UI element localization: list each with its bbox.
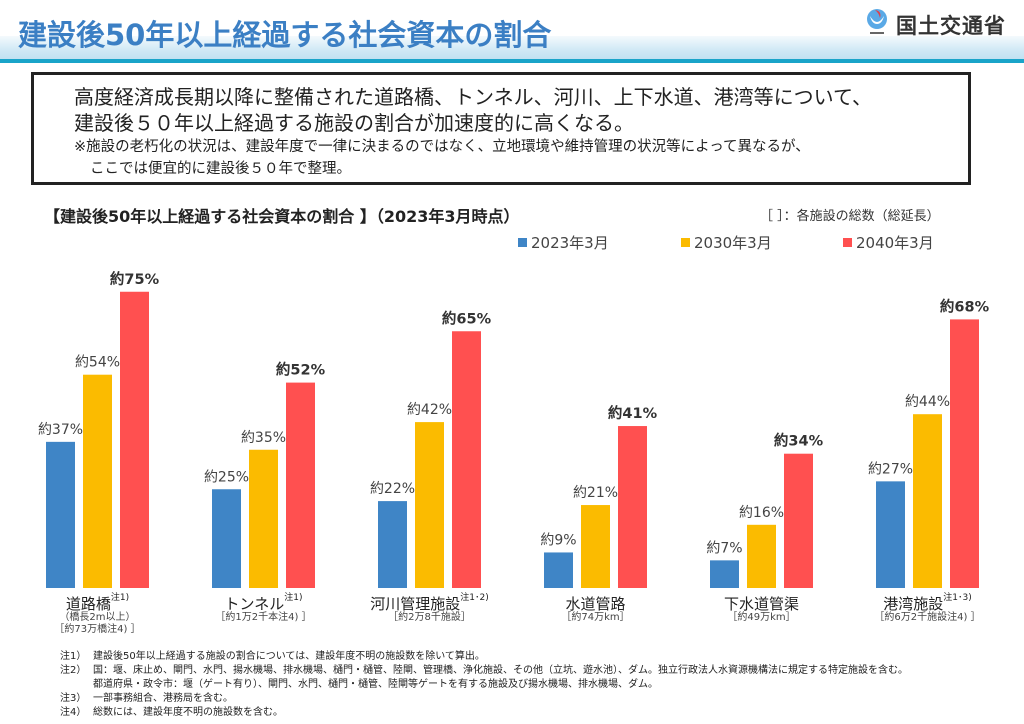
category-sublabel: ［約74万km］ [561,612,630,623]
page-title: 建設後50年以上経過する社会資本の割合 [18,18,552,52]
data-label: 約68% [940,297,990,315]
data-label: 約42% [407,402,452,418]
mlit-logo-icon [867,9,887,34]
bar-4-2030年3月 [581,505,610,588]
summary-note-1: ※施設の老朽化の状況は、建設年度で一律に決まるのではなく、立地環境や維持管理の状… [74,139,810,155]
bar-3-2023年3月 [378,501,407,588]
legend-label-2040: 2040年3月 [856,234,934,252]
data-label: 約9% [540,532,576,548]
bar-1-2040年3月 [120,291,149,588]
category-label: 水道管路 [565,595,626,613]
data-label: 約22% [370,481,415,497]
data-label: 約16% [739,505,784,521]
bar-2-2030年3月 [249,449,278,588]
footnotes: 注1） 建設後50年以上経過する施設の割合については、建設年度不明の施設数を除い… [60,650,908,720]
legend-item-2040: 2040年3月 [843,232,934,253]
data-label: 約65% [442,309,492,327]
bar-2-2040年3月 [286,382,315,588]
data-label: 約37% [38,422,83,438]
bar-1-2030年3月 [83,374,112,588]
legend-swatch-2030 [681,238,690,247]
category-label: 下水道管渠 [723,595,799,613]
category-sublabel: ［約6万2千施設注4) ］ [874,612,981,623]
legend-item-2023: 2023年3月 [518,232,609,253]
bar-5-2023年3月 [710,560,739,588]
bar-1-2023年3月 [46,441,75,588]
data-label: 約21% [573,485,618,501]
summary-note-2: ここでは便宜的に建設後５０年で整理。 [90,161,351,177]
category-sublabel: （橋長2m以上） [59,612,136,623]
footnote-2: 注2） 国：堰、床止め、閘門、水門、揚水機場、排水機場、樋門・樋管、陸閘、管理橋… [60,665,908,676]
ministry-name: 国土交通省 [896,14,1006,38]
category-sublabel: ［約1万2千本注4) ］ [215,612,312,623]
footnote-1: 注1） 建設後50年以上経過する施設の割合については、建設年度不明の施設数を除い… [60,651,485,662]
bracket-note: ［ ］：各施設の総数（総延長） [760,209,940,224]
footnote-2-continued: 都道府県・政令市：堰（ゲート有り）、閘門、水門、樋門・樋管、陸閘等ゲートを有する… [93,679,658,690]
bar-5-2040年3月 [784,453,813,588]
category-sublabel: ［約73万橋注4) ］ [54,624,141,635]
category-sublabel: ［約49万km］ [727,612,796,623]
bar-3-2030年3月 [415,422,444,588]
data-label: 約25% [204,469,249,485]
legend-item-2030: 2030年3月 [681,232,772,253]
data-label: 約75% [110,270,160,288]
bar-2-2023年3月 [212,489,241,588]
bar-6-2023年3月 [876,481,905,588]
bar-4-2040年3月 [618,426,647,588]
bar-3-2040年3月 [452,331,481,588]
data-label: 約41% [608,404,658,422]
data-label: 約34% [774,432,824,450]
legend-label-2030: 2030年3月 [694,234,772,252]
legend-swatch-2040 [843,238,852,247]
bar-4-2023年3月 [544,552,573,588]
legend-label-2023: 2023年3月 [531,234,609,252]
category-label: 道路橋注1) [65,593,130,613]
summary-box: 高度経済成長期以降に整備された道路橋、トンネル、河川、上下水道、港湾等について、… [31,72,971,185]
legend-swatch-2023 [518,238,527,247]
footnote-3: 注3） 一部事務組合、港務局を含む。 [60,693,233,704]
category-label: トンネル注1) [224,593,303,613]
bar-5-2030年3月 [747,524,776,588]
category-label: 河川管理施設注1･2) [370,593,489,613]
bar-6-2030年3月 [913,414,942,588]
category-label: 港湾施設注1･3) [883,593,972,613]
data-label: 約44% [905,394,950,410]
header-band [0,36,1024,60]
summary-line-1: 高度経済成長期以降に整備された道路橋、トンネル、河川、上下水道、港湾等について、 [74,85,872,109]
data-label: 約7% [706,540,742,556]
chart-title: 【建設後50年以上経過する社会資本の割合 】（2023年3月時点） [44,207,520,226]
header-rule [0,59,1024,63]
data-label: 約52% [276,361,326,379]
bar-6-2040年3月 [950,319,979,588]
data-label: 約27% [868,461,913,477]
category-sublabel: ［約2万8千施設］ [388,612,471,623]
footnote-4: 注4） 総数には、建設年度不明の施設数を含む。 [60,707,283,718]
summary-line-2: 建設後５０年以上経過する施設の割合が加速度的に高くなる。 [74,111,634,135]
data-label: 約35% [241,430,286,446]
data-label: 約54% [75,355,120,371]
